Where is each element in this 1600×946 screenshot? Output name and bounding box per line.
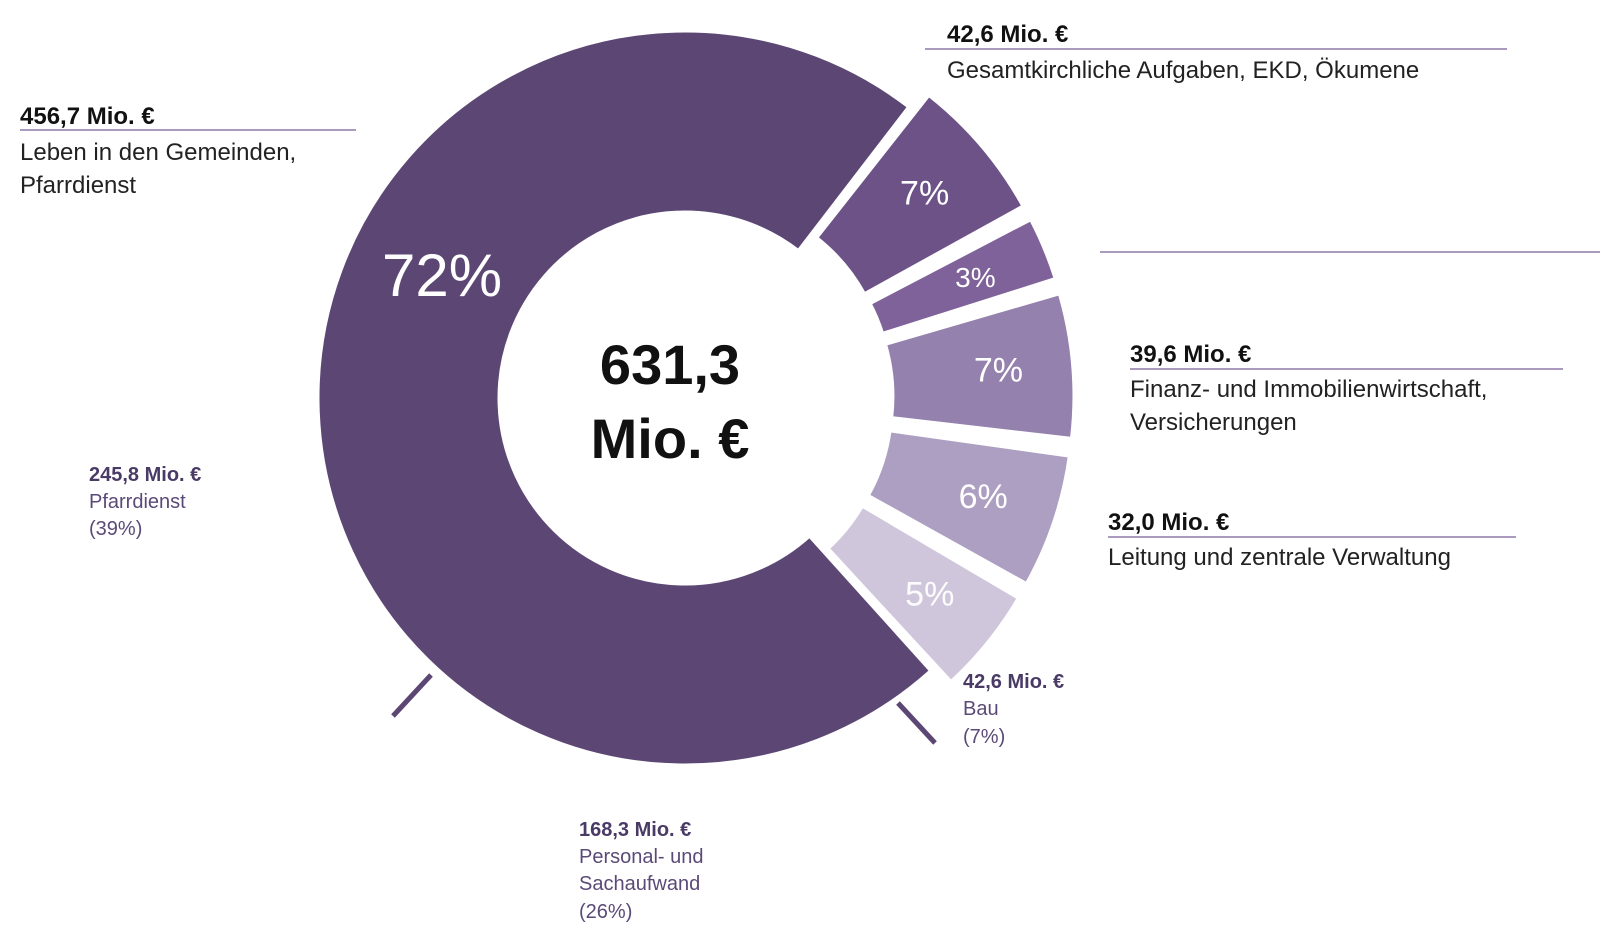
percent-label-0: 72% — [382, 242, 502, 309]
donut-slice-5 — [826, 504, 1021, 684]
label-rules — [20, 48, 1600, 538]
label-slice-4-line-1: Finanz- und Immobilienwirtschaft, — [1130, 376, 1487, 403]
label-slice-0-line-2: Pfarrdienst — [20, 172, 136, 199]
breakdown-bau: 42,6 Mio. € Bau (7%) — [963, 671, 1064, 748]
breakdown-personal-share: (26%) — [579, 901, 632, 923]
label-slice-4-value: 39,6 Mio. € — [1130, 341, 1251, 368]
label-slice-1-value: 42,6 Mio. € — [947, 21, 1068, 48]
label-slice-0: 456,7 Mio. € Leben in den Gemeinden, Pfa… — [20, 103, 296, 199]
breakdown-pfarrdienst-value: 245,8 Mio. € — [89, 464, 201, 486]
label-slice-1-line-1: Gesamtkirchliche Aufgaben, EKD, Ökumene — [947, 57, 1419, 84]
tick-pfarrdienst — [391, 673, 433, 718]
breakdown-bau-value: 42,6 Mio. € — [963, 671, 1064, 693]
percent-label-2: 3% — [955, 262, 995, 293]
center-label-line-1: 631,3 — [600, 333, 740, 396]
label-slice-5-value: 32,0 Mio. € — [1108, 509, 1229, 536]
percent-label-1: 7% — [900, 174, 949, 212]
donut-slice-4 — [866, 429, 1071, 586]
center-label-line-2: Mio. € — [591, 407, 750, 470]
tick-bau — [896, 701, 937, 745]
breakdown-personal-label-1: Personal- und — [579, 846, 704, 868]
label-slice-5: 32,0 Mio. € Leitung und zentrale Verwalt… — [1108, 509, 1451, 571]
breakdown-pfarrdienst-label: Pfarrdienst — [89, 491, 186, 513]
percent-label-3: 7% — [974, 352, 1023, 390]
breakdown-personal-label-2: Sachaufwand — [579, 873, 700, 895]
breakdown-personal-value: 168,3 Mio. € — [579, 819, 691, 841]
breakdown-personal: 168,3 Mio. € Personal- und Sachaufwand (… — [579, 819, 704, 923]
percent-label-4: 6% — [959, 478, 1008, 516]
donut-slice-2 — [868, 217, 1058, 336]
label-slice-4: 39,6 Mio. € Finanz- und Immobilienwirtsc… — [1130, 341, 1487, 436]
donut-slice-0 — [316, 29, 933, 767]
label-slice-0-value: 456,7 Mio. € — [20, 103, 155, 130]
breakdown-pfarrdienst-share: (39%) — [89, 518, 142, 540]
label-slice-1: 42,6 Mio. € Gesamtkirchliche Aufgaben, E… — [947, 21, 1419, 84]
donut-slice-1 — [814, 93, 1025, 296]
breakdown-ticks — [391, 673, 937, 745]
label-slice-5-line-1: Leitung und zentrale Verwaltung — [1108, 544, 1451, 571]
donut-slices — [316, 29, 1076, 767]
center-label: 631,3 Mio. € — [591, 333, 750, 470]
breakdown-bau-share: (7%) — [963, 726, 1005, 748]
percent-labels: 72% 7% 3% 7% 6% 5% — [382, 174, 1023, 613]
percent-label-5: 5% — [905, 576, 954, 614]
donut-slice-3 — [883, 291, 1076, 441]
label-slice-0-line-1: Leben in den Gemeinden, — [20, 139, 296, 166]
breakdown-pfarrdienst: 245,8 Mio. € Pfarrdienst (39%) — [89, 464, 201, 540]
breakdown-bau-label: Bau — [963, 698, 999, 720]
label-slice-4-line-2: Versicherungen — [1130, 409, 1297, 436]
